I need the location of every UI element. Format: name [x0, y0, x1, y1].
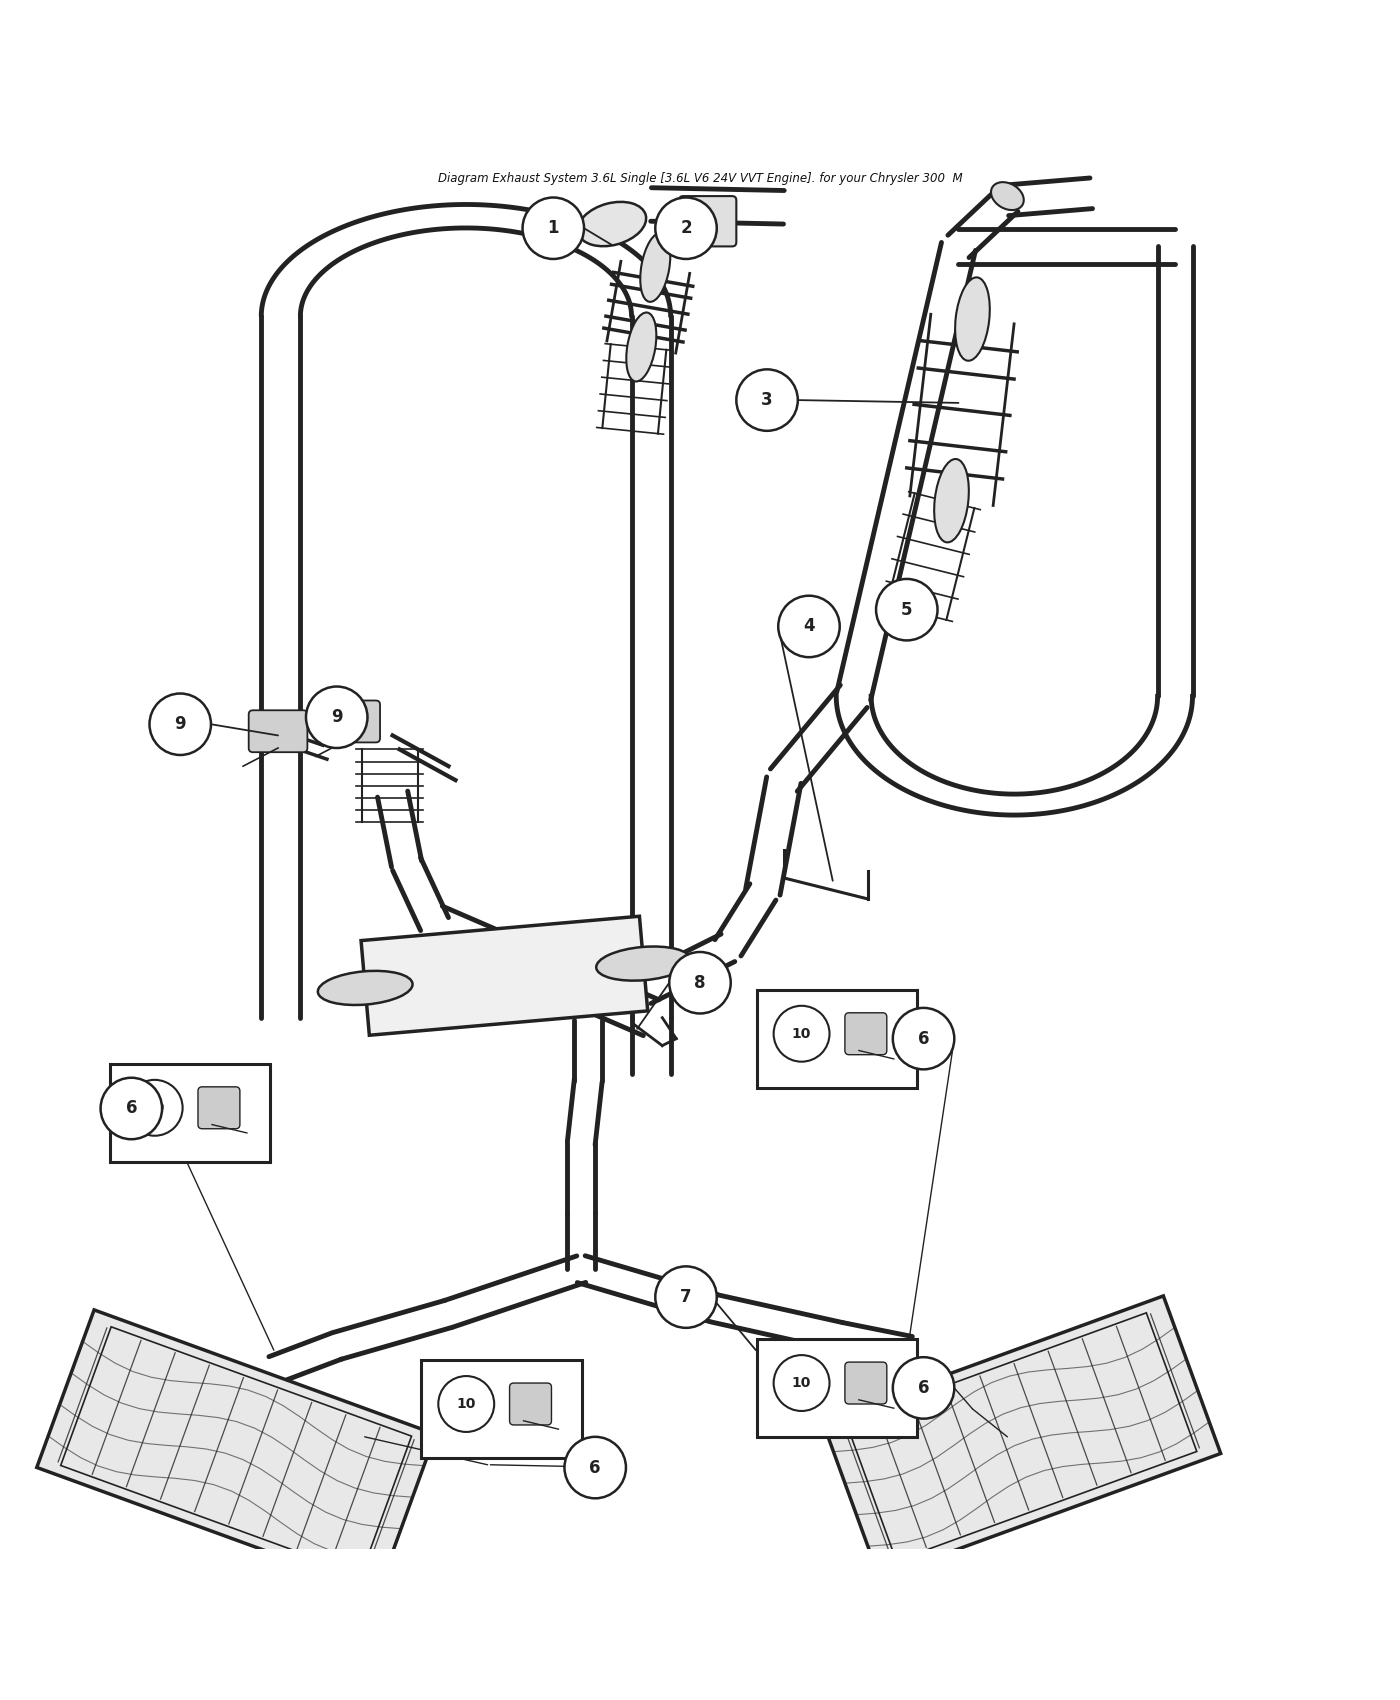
Circle shape [876, 580, 938, 641]
Text: 6: 6 [126, 1100, 137, 1117]
FancyBboxPatch shape [322, 700, 379, 743]
Text: 2: 2 [680, 219, 692, 238]
FancyBboxPatch shape [197, 1086, 239, 1129]
Text: 10: 10 [792, 1027, 811, 1040]
Text: 3: 3 [762, 391, 773, 410]
Circle shape [655, 1266, 717, 1328]
Ellipse shape [640, 233, 671, 303]
Text: 9: 9 [175, 716, 186, 733]
Circle shape [893, 1357, 955, 1420]
Polygon shape [36, 1311, 435, 1591]
Text: 9: 9 [330, 709, 343, 726]
Circle shape [893, 1008, 955, 1069]
FancyBboxPatch shape [249, 711, 308, 751]
FancyBboxPatch shape [679, 196, 736, 246]
Text: 6: 6 [589, 1459, 601, 1477]
Circle shape [774, 1355, 830, 1411]
Circle shape [127, 1080, 182, 1136]
Ellipse shape [991, 182, 1023, 211]
Circle shape [774, 1006, 830, 1062]
Text: 10: 10 [146, 1102, 164, 1115]
Text: 4: 4 [804, 617, 815, 636]
Polygon shape [822, 1295, 1221, 1578]
Text: 6: 6 [918, 1379, 930, 1397]
FancyBboxPatch shape [510, 1384, 552, 1425]
FancyBboxPatch shape [844, 1362, 886, 1404]
Ellipse shape [934, 459, 969, 542]
Circle shape [778, 595, 840, 658]
Circle shape [101, 1078, 162, 1139]
Circle shape [307, 687, 367, 748]
Ellipse shape [578, 202, 647, 246]
Ellipse shape [626, 313, 657, 381]
Ellipse shape [318, 971, 413, 1005]
Bar [756, 989, 917, 1088]
Circle shape [669, 952, 731, 1013]
Text: 7: 7 [680, 1289, 692, 1306]
Text: 10: 10 [456, 1397, 476, 1411]
Bar [756, 1340, 917, 1436]
Circle shape [899, 598, 916, 615]
Text: 6: 6 [918, 1030, 930, 1047]
Text: Diagram Exhaust System 3.6L Single [3.6L V6 24V VVT Engine]. for your Chrysler 3: Diagram Exhaust System 3.6L Single [3.6L… [438, 172, 962, 185]
Polygon shape [361, 916, 648, 1035]
Ellipse shape [955, 277, 990, 360]
Text: 8: 8 [694, 974, 706, 991]
FancyBboxPatch shape [844, 1013, 886, 1054]
Text: 10: 10 [792, 1375, 811, 1391]
Circle shape [438, 1375, 494, 1431]
Text: 1: 1 [547, 219, 559, 238]
Circle shape [736, 369, 798, 430]
Text: 5: 5 [902, 600, 913, 619]
Circle shape [522, 197, 584, 258]
Ellipse shape [596, 947, 692, 981]
Circle shape [150, 694, 211, 755]
Bar [421, 1360, 582, 1459]
Circle shape [564, 1436, 626, 1498]
Circle shape [655, 197, 717, 258]
Bar [109, 1064, 270, 1161]
